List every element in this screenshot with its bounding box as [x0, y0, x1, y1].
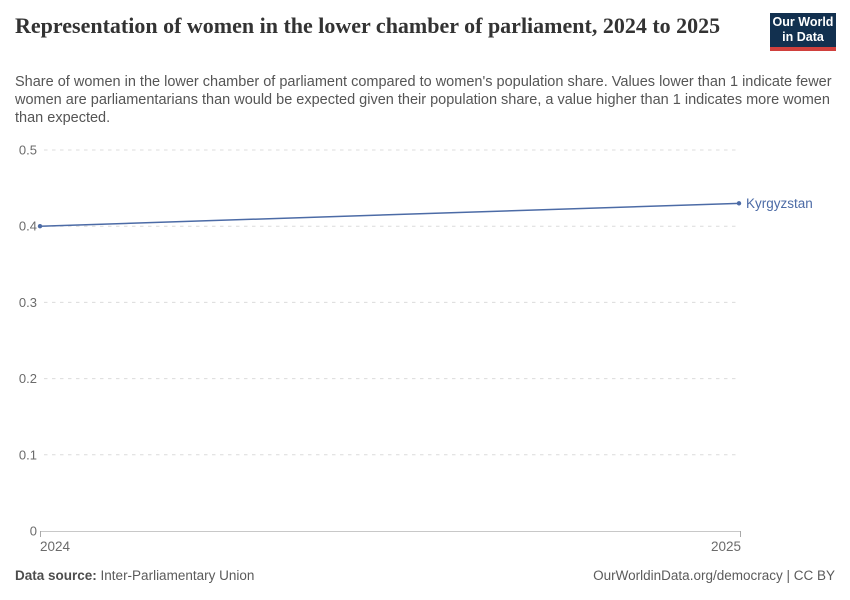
data-source-value: Inter-Parliamentary Union — [100, 568, 255, 583]
series-line-kyrgyzstan[interactable] — [39, 202, 740, 227]
owid-url-license: OurWorldinData.org/democracy | CC BY — [593, 568, 835, 583]
series-point[interactable] — [736, 201, 742, 206]
chart-footer: Data source: Inter-Parliamentary Union O… — [15, 568, 835, 583]
owid-logo-line1: Our World — [772, 15, 834, 30]
owid-logo: Our World in Data — [770, 13, 836, 51]
y-axis-tick-label: 0.5 — [19, 143, 37, 158]
x-axis-tick-label: 2025 — [711, 539, 741, 554]
owid-logo-line2: in Data — [782, 30, 824, 44]
y-axis-tick-label: 0 — [30, 524, 37, 539]
y-axis-tick-label: 0.3 — [19, 295, 37, 310]
data-source-label: Data source: — [15, 568, 97, 583]
series-point[interactable] — [37, 224, 43, 229]
y-axis-tick-label: 0.2 — [19, 371, 37, 386]
data-source: Data source: Inter-Parliamentary Union — [15, 568, 254, 583]
line-chart: 0 0.1 0.2 0.3 0.4 0.5 2024 2025 Kyrgyzstan — [19, 143, 813, 555]
chart-subtitle: Share of women in the lower chamber of p… — [15, 74, 832, 126]
y-axis-tick-label: 0.1 — [19, 447, 37, 462]
y-axis-tick-label: 0.4 — [19, 219, 37, 234]
series-entity-label: Kyrgyzstan — [746, 196, 813, 211]
page-title: Representation of women in the lower cha… — [15, 13, 721, 38]
x-axis-tick-label: 2024 — [40, 539, 71, 554]
